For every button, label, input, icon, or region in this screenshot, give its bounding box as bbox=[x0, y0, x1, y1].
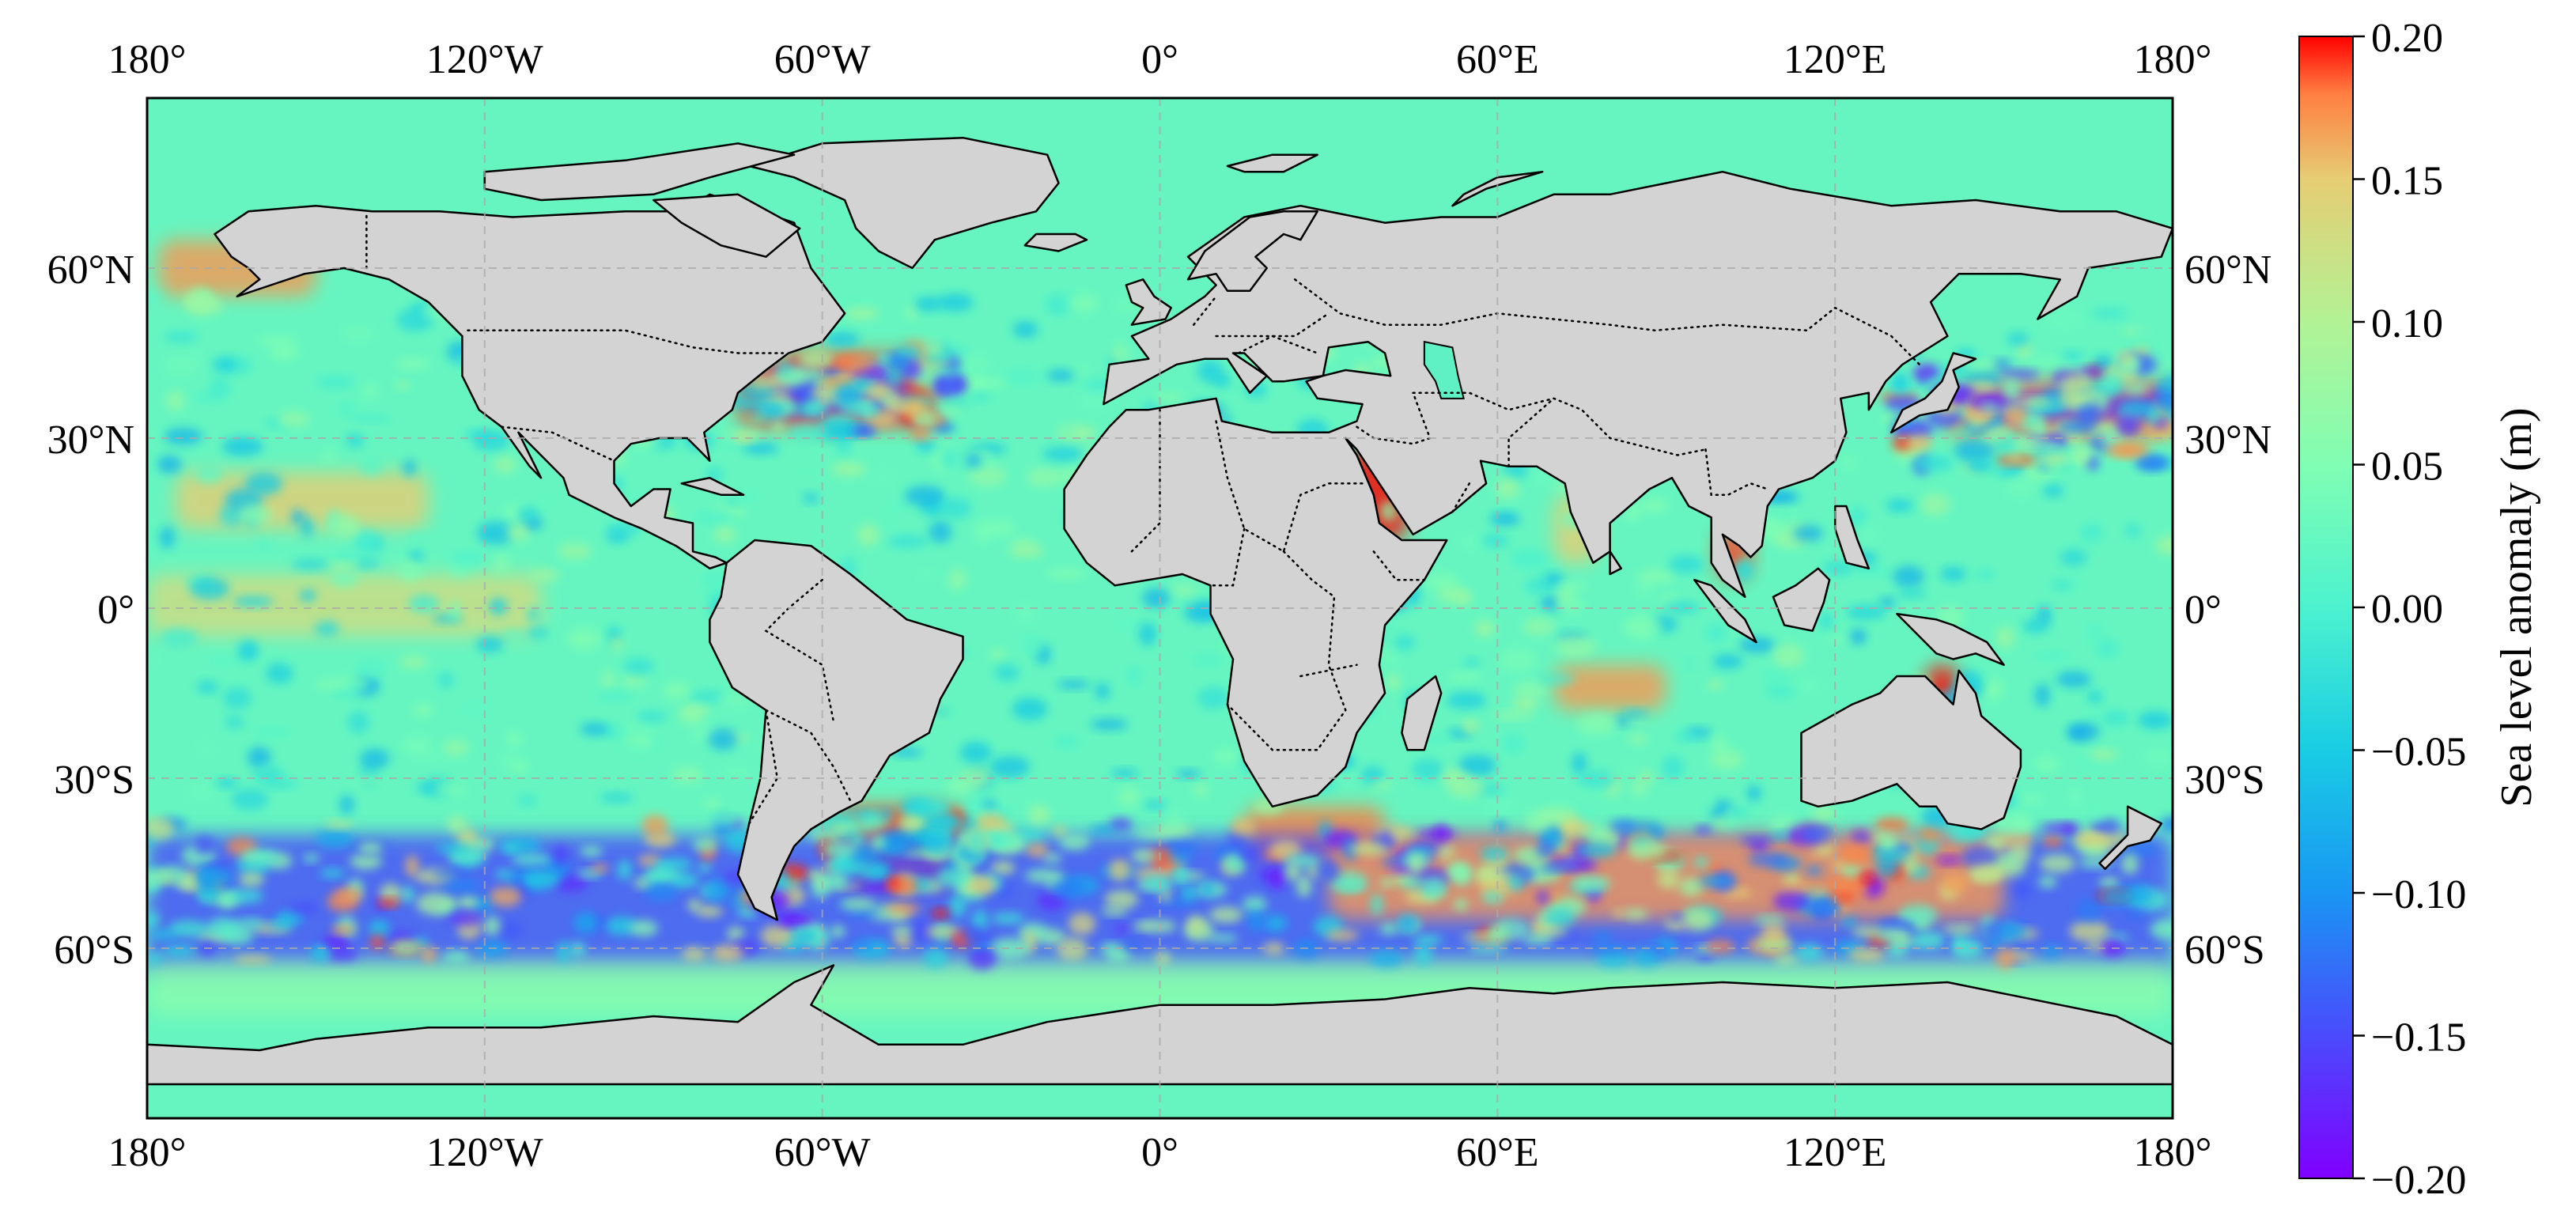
lon-tick-label-top: 180° bbox=[108, 37, 187, 82]
lat-tick-label-left: 0° bbox=[97, 588, 134, 633]
colorbar-label: Sea level anomaly (m) bbox=[2492, 407, 2541, 807]
colorbar-tick-label: 0.20 bbox=[2371, 16, 2443, 61]
country-border bbox=[1215, 420, 1364, 554]
land-madagascar bbox=[1401, 675, 1443, 751]
lat-tick-label-left: 30°N bbox=[47, 418, 134, 463]
lat-tick-label-right: 0° bbox=[2184, 588, 2222, 633]
country-border bbox=[467, 329, 785, 354]
land-australia bbox=[1800, 669, 2022, 830]
lat-tick-label-left: 60°S bbox=[54, 928, 134, 973]
lat-tick-label-right: 60°N bbox=[2184, 248, 2271, 293]
colorbar-tick-label: 0.10 bbox=[2371, 301, 2443, 346]
lon-tick-label-top: 120°W bbox=[426, 37, 543, 82]
colorbar-tick-label: −0.15 bbox=[2371, 1015, 2466, 1061]
land-greenland bbox=[747, 136, 1060, 270]
country-border bbox=[1209, 527, 1246, 587]
lat-tick-label-right: 60°S bbox=[2184, 928, 2265, 973]
land-iceland bbox=[1023, 233, 1088, 252]
country-border bbox=[764, 578, 835, 723]
colorbar-ticks: 0.20 0.15 0.10 0.05 0.00 −0.05 −0.10 −0.15 −0.20 bbox=[2353, 16, 2466, 1203]
lat-ticks-right: 60°N 30°N 0° 30°S 60°S bbox=[2184, 248, 2271, 973]
country-border bbox=[1192, 295, 1217, 326]
lon-tick-label-bottom: 120°W bbox=[426, 1130, 543, 1175]
land-japan bbox=[1890, 352, 1977, 434]
lat-tick-label-right: 30°S bbox=[2184, 758, 2265, 803]
land-sumatra bbox=[1693, 578, 1757, 644]
lon-tick-label-top: 60°W bbox=[774, 37, 871, 82]
land-svalbard bbox=[1226, 153, 1318, 173]
colorbar-tick-label: −0.20 bbox=[2371, 1158, 2466, 1203]
lon-ticks-bottom: 180° 120°W 60°W 0° 60°E 120°E 180° bbox=[108, 1130, 2212, 1175]
lon-tick-label-bottom: 60°W bbox=[774, 1130, 871, 1175]
lon-ticks-top: 180° 120°W 60°W 0° 60°E 120°E 180° bbox=[108, 37, 2212, 82]
country-border bbox=[1451, 482, 1471, 513]
country-border bbox=[1215, 312, 1330, 338]
land-novaya-zemlya bbox=[1451, 170, 1544, 207]
land-scandinavia bbox=[1186, 210, 1318, 292]
land-borneo bbox=[1772, 567, 1831, 632]
map-frame bbox=[146, 96, 2174, 1120]
colorbar-tick-label: 0.05 bbox=[2371, 444, 2443, 490]
lon-tick-label-top: 120°E bbox=[1784, 37, 1887, 82]
colorbar-gradient bbox=[2299, 36, 2353, 1178]
country-border bbox=[500, 425, 615, 462]
lat-tick-label-left: 30°S bbox=[54, 758, 134, 803]
lon-tick-label-bottom: 0° bbox=[1141, 1130, 1178, 1175]
land-sri-lanka bbox=[1609, 550, 1623, 576]
land-cuba bbox=[680, 476, 745, 496]
country-border bbox=[1293, 278, 1921, 366]
land-eurasia-africa bbox=[1063, 170, 2173, 808]
caspian-sea bbox=[1423, 340, 1465, 399]
land-arctic-islands bbox=[483, 142, 796, 202]
country-border bbox=[1412, 391, 1707, 456]
gridlines bbox=[147, 98, 2173, 1118]
colorbar-tick-label: −0.05 bbox=[2371, 730, 2466, 775]
lat-tick-label-left: 60°N bbox=[47, 248, 134, 293]
country-border bbox=[1226, 550, 1347, 751]
anomaly-patch bbox=[1553, 664, 1666, 710]
lon-tick-label-bottom: 180° bbox=[2134, 1130, 2212, 1175]
lon-tick-label-top: 0° bbox=[1141, 37, 1178, 82]
lon-tick-label-bottom: 180° bbox=[108, 1130, 187, 1175]
lon-tick-label-bottom: 60°E bbox=[1456, 1130, 1539, 1175]
country-border bbox=[1372, 550, 1426, 581]
land-north-america bbox=[214, 193, 846, 570]
land-new-guinea bbox=[1896, 612, 2005, 666]
colorbar-tick-label: 0.00 bbox=[2371, 587, 2443, 632]
land-new-zealand bbox=[2098, 805, 2163, 870]
lon-tick-label-top: 180° bbox=[2134, 37, 2212, 82]
land-baffin-island bbox=[653, 193, 801, 258]
lon-tick-label-bottom: 120°E bbox=[1784, 1130, 1887, 1175]
colorbar-tick-label: 0.15 bbox=[2371, 159, 2443, 204]
colorbar-tick-label: −0.10 bbox=[2371, 872, 2466, 917]
lat-tick-label-right: 30°N bbox=[2184, 418, 2271, 463]
lat-ticks-left: 60°N 30°N 0° 30°S 60°S bbox=[47, 248, 134, 973]
country-border bbox=[765, 709, 852, 802]
country-border bbox=[1704, 448, 1769, 496]
lon-tick-label-top: 60°E bbox=[1456, 37, 1539, 82]
country-border bbox=[1356, 391, 1432, 445]
country-border bbox=[1237, 335, 1318, 354]
